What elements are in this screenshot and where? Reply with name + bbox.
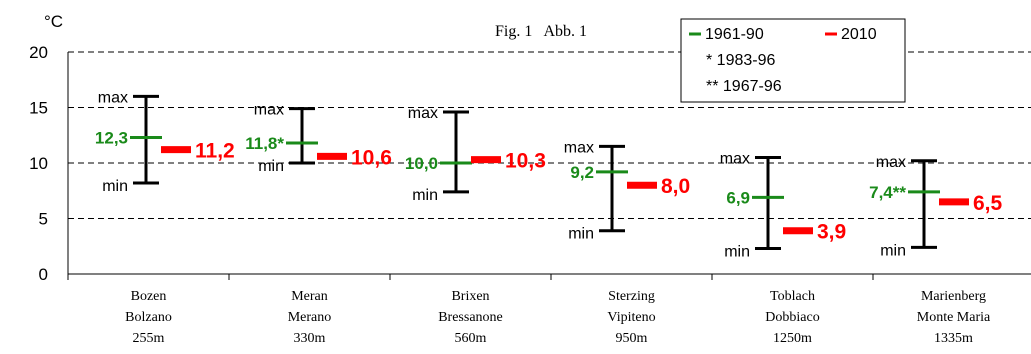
- station-name-de: Sterzing: [608, 289, 655, 304]
- legend-note-1: * 1983-96: [706, 52, 775, 69]
- station-bozen: max min 12,3 11,2 Bozen Bolzano 255m: [95, 89, 235, 346]
- station-elevation: 255m: [133, 331, 165, 346]
- y-tick-10: 10: [29, 154, 48, 173]
- max-label: max: [720, 150, 750, 167]
- mean-1961-90-label: 6,9: [726, 188, 750, 207]
- legend-box: [680, 18, 906, 103]
- mean-1961-90-label: 9,2: [570, 163, 594, 182]
- mean-2010-label: 8,0: [661, 175, 690, 198]
- station-elevation: 1335m: [934, 331, 973, 346]
- mean-1961-90-label: 10,0: [405, 154, 438, 173]
- station-brixen: max min 10,0 10,3 Brixen Bressanone 560m: [405, 105, 546, 346]
- y-tick-20: 20: [29, 43, 48, 62]
- station-name-it: Bolzano: [125, 310, 172, 325]
- legend-note-2: ** 1967-96: [706, 78, 782, 95]
- y-tick-0: 0: [39, 265, 48, 284]
- max-label: max: [876, 154, 906, 171]
- station-name-de: Brixen: [451, 289, 489, 304]
- y-tick-labels: 0 5 10 15 20: [29, 43, 48, 284]
- mean-2010-label: 10,6: [351, 146, 392, 169]
- station-elevation: 950m: [616, 331, 648, 346]
- min-label: min: [258, 158, 284, 175]
- station-meran: max min 11,8* 10,6 Meran Merano 330m: [245, 102, 392, 346]
- mean-2010-label: 6,5: [973, 192, 1003, 215]
- station-name-it: Bressanone: [438, 310, 503, 325]
- station-name-it: Vipiteno: [607, 310, 655, 325]
- max-label: max: [254, 102, 284, 119]
- y-tick-15: 15: [29, 99, 48, 118]
- max-label: max: [98, 89, 128, 106]
- mean-1961-90-label: 11,8*: [245, 134, 284, 153]
- station-name-de: Marienberg: [921, 289, 986, 304]
- x-tick-marks: [67, 274, 874, 280]
- min-label: min: [880, 242, 906, 259]
- legend-label-1961-90: 1961-90: [705, 26, 764, 43]
- y-tick-5: 5: [39, 210, 48, 229]
- station-name-de: Meran: [291, 289, 328, 304]
- station-elevation: 1250m: [773, 331, 812, 346]
- min-label: min: [724, 243, 750, 260]
- legend-label-2010: 2010: [841, 26, 877, 43]
- min-label: min: [102, 178, 128, 195]
- station-name-it: Dobbiaco: [765, 310, 819, 325]
- station-name-it: Monte Maria: [917, 310, 991, 325]
- station-name-it: Merano: [288, 310, 332, 325]
- stations: max min 12,3 11,2 Bozen Bolzano 255m max min 11,8…: [95, 89, 1003, 346]
- max-label: max: [564, 139, 594, 156]
- mean-1961-90-label: 12,3: [95, 128, 128, 147]
- max-label: max: [408, 105, 438, 122]
- min-label: min: [412, 187, 438, 204]
- unit-label: °C: [44, 12, 63, 31]
- mean-2010-label: 10,3: [505, 150, 546, 173]
- figure-label: Fig. 1 Abb. 1: [495, 23, 587, 40]
- mean-2010-label: 3,9: [817, 221, 846, 244]
- legend: 1961-90 2010 * 1983-96 ** 1967-96: [680, 18, 906, 103]
- station-elevation: 560m: [455, 331, 487, 346]
- mean-2010-label: 11,2: [195, 140, 235, 163]
- station-sterzing: max min 9,2 8,0 Sterzing Vipiteno 950m: [564, 139, 690, 346]
- station-marienberg: max min 7,4** 6,5 Marienberg Monte Maria 1335m: [869, 154, 1002, 346]
- min-label: min: [568, 226, 594, 243]
- station-name-de: Toblach: [770, 289, 815, 304]
- mean-1961-90-label: 7,4**: [869, 183, 906, 202]
- station-toblach: max min 6,9 3,9 Toblach Dobbiaco 1250m: [720, 150, 846, 346]
- station-name-de: Bozen: [131, 289, 167, 304]
- station-elevation: 330m: [294, 331, 326, 346]
